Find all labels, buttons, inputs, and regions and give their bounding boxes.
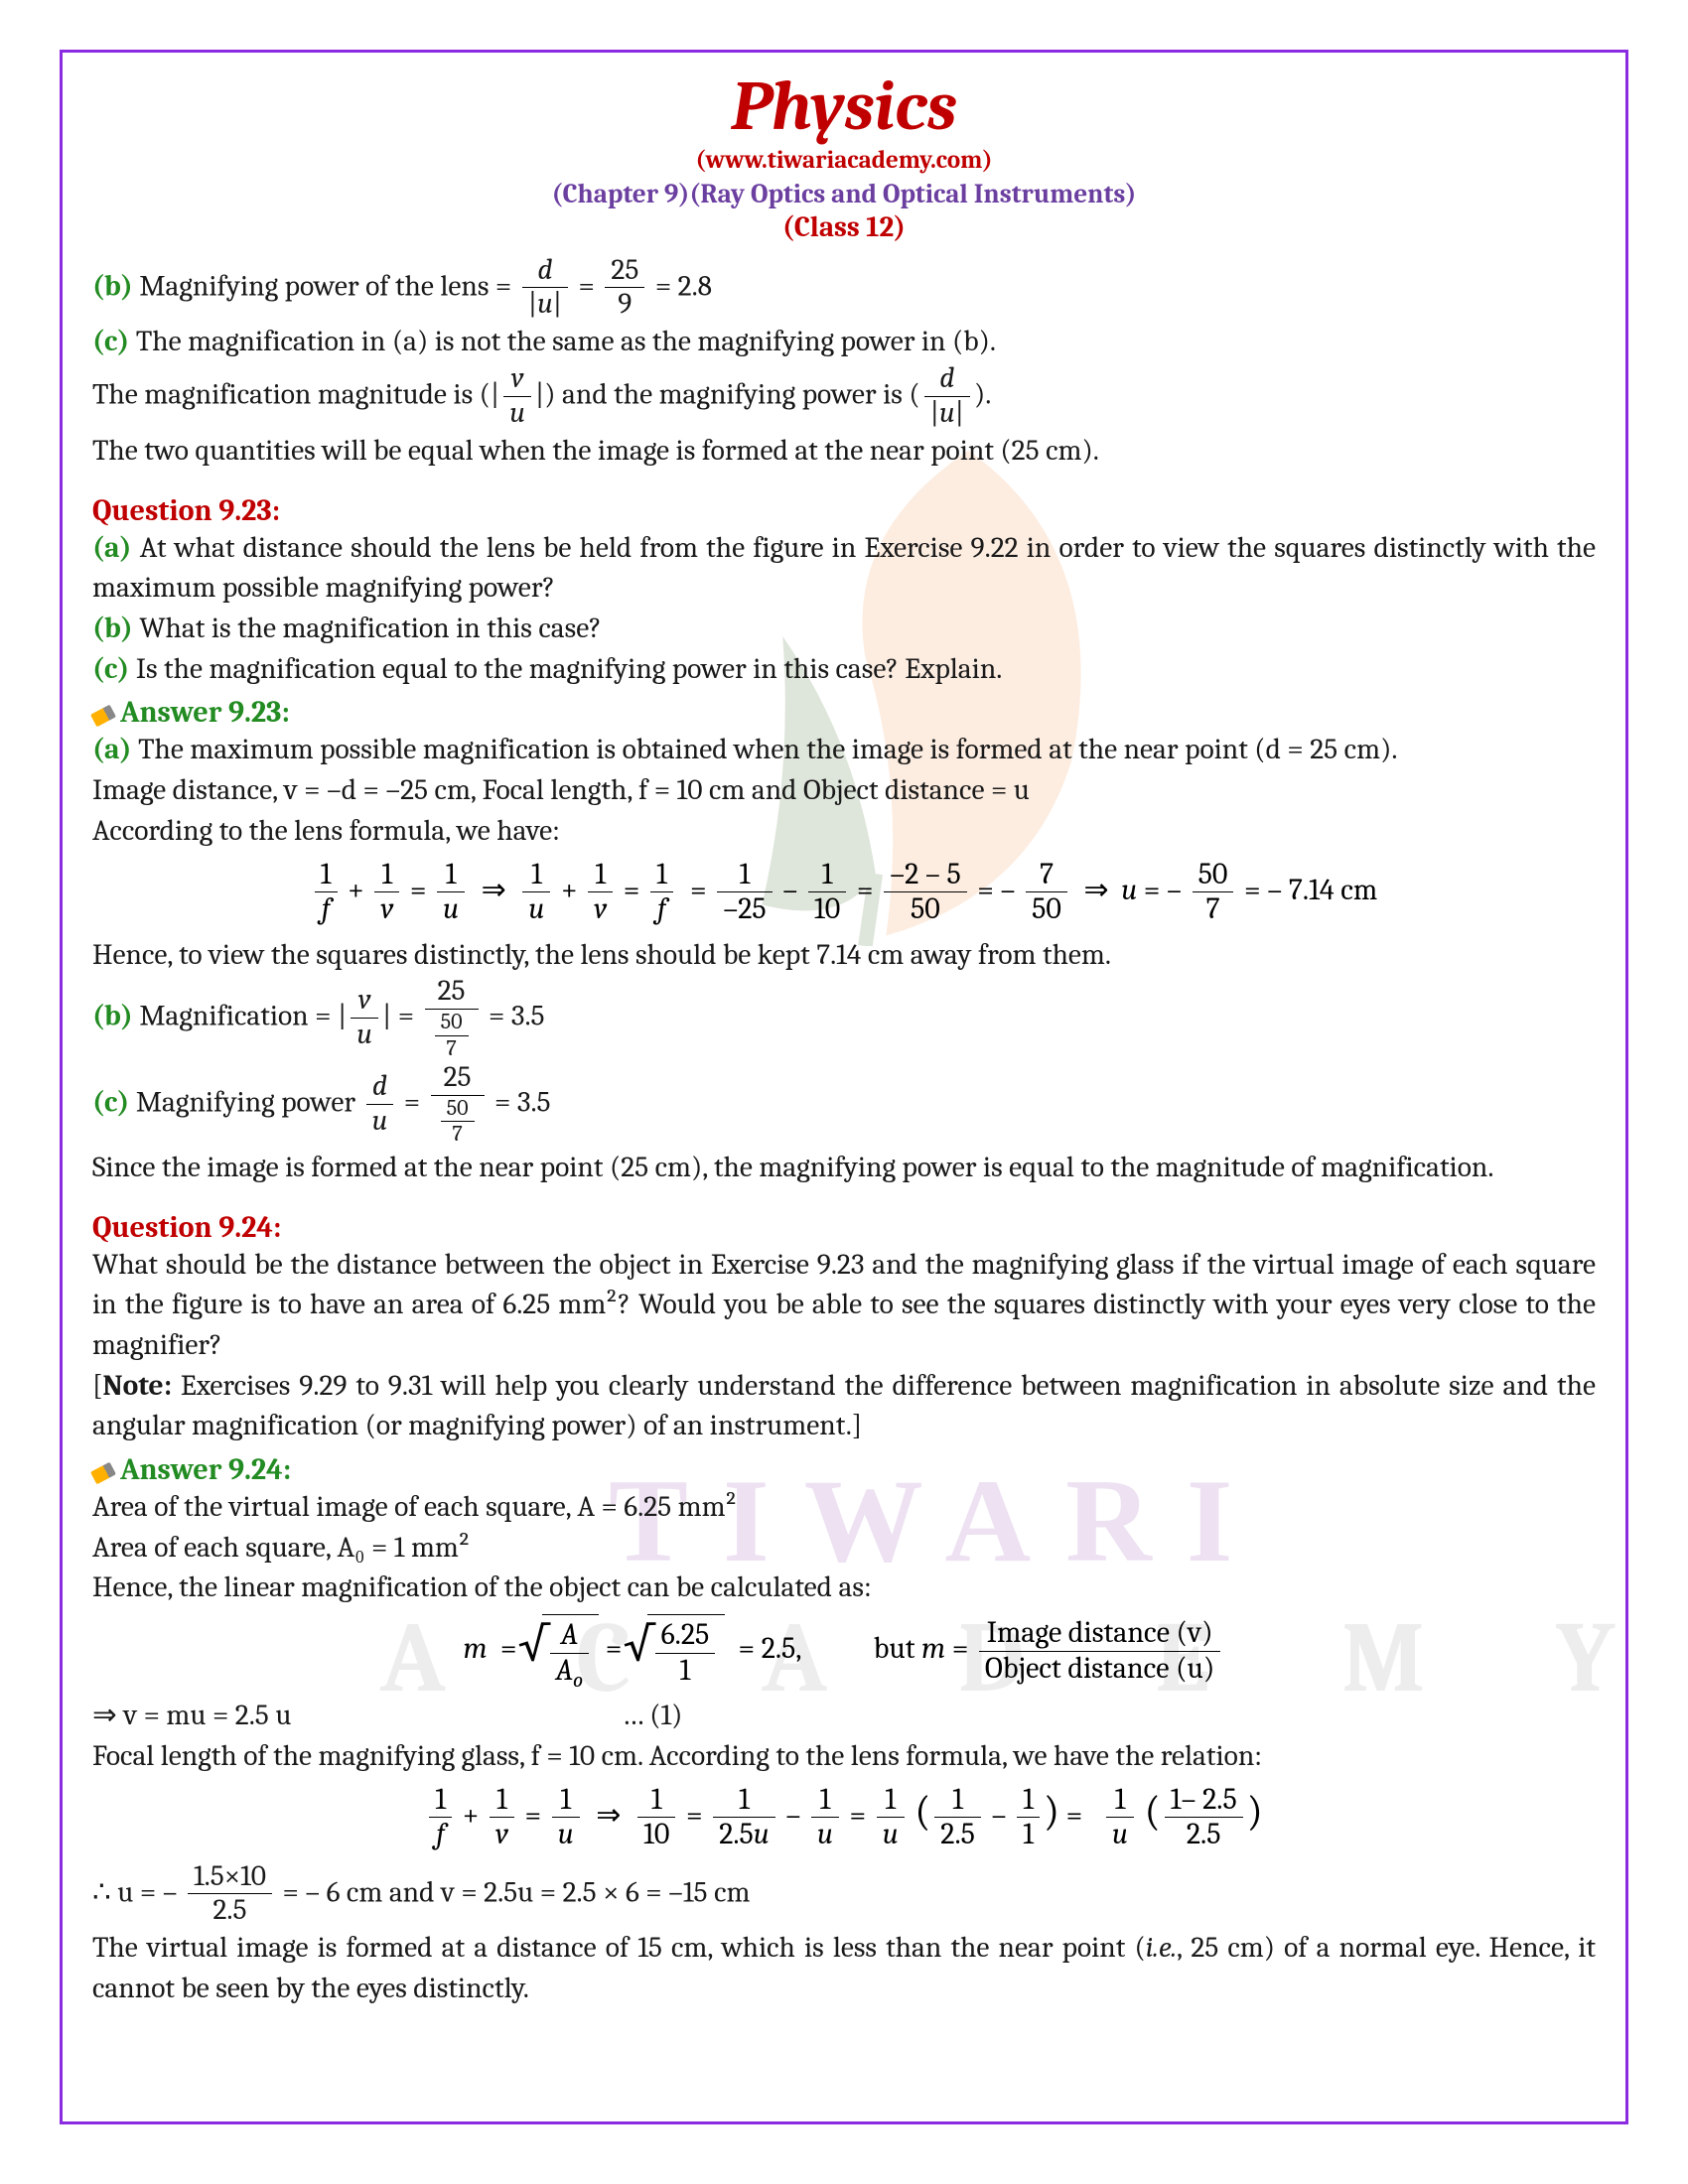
q924-note: [Note: Exercises 9.29 to 9.31 will help … xyxy=(92,1366,1596,1446)
a924-mformula: m = AAo = 6.251 = 2.5, but m = Image dis… xyxy=(92,1614,1596,1688)
q923-a: (a) At what distance should the lens be … xyxy=(92,528,1596,609)
a923-cline: (c) Magnifying power du = 25507 = 3.5 xyxy=(92,1061,1596,1148)
pencil-icon xyxy=(90,1462,116,1485)
a923-formula: 1f + 1v = 1u ⇒ 1u + 1v = 1f = 1–25 – 110… xyxy=(92,858,1596,927)
top-mag: The magnification magnitude is (|vu|) an… xyxy=(92,362,1596,431)
pencil-icon xyxy=(90,705,116,728)
top-b: (b) Magnifying power of the lens = d|u| … xyxy=(92,254,1596,323)
a924-heading: Answer 9.24: xyxy=(92,1452,1596,1487)
a924-therefore: ∴ u = – 1.5×102.5 = – 6 cm and v = 2.5u … xyxy=(92,1860,1596,1929)
page-title: Physics xyxy=(92,70,1596,144)
top-last: The two quantities will be equal when th… xyxy=(92,431,1596,472)
chapter-label: (Chapter 9)(Ray Optics and Optical Instr… xyxy=(92,179,1596,209)
class-label: (Class 12) xyxy=(92,211,1596,244)
q923-c: (c) Is the magnification equal to the ma… xyxy=(92,649,1596,690)
q923-b: (b) What is the magnification in this ca… xyxy=(92,609,1596,649)
top-c: (c) The magnification in (a) is not the … xyxy=(92,322,1596,362)
q923-heading: Question 9.23: xyxy=(92,493,1596,528)
a924-l3: Hence, the linear magnification of the o… xyxy=(92,1568,1596,1608)
a923-given2: According to the lens formula, we have: xyxy=(92,811,1596,852)
a924-concl: The virtual image is formed at a distanc… xyxy=(92,1928,1596,2008)
a924-l4: Focal length of the magnifying glass, f … xyxy=(92,1736,1596,1777)
a924-fformula: 1f + 1v = 1u ⇒ 110 = 12.5u – 1u = 1u (12… xyxy=(92,1783,1596,1852)
a923-heading: Answer 9.23: xyxy=(92,695,1596,730)
a923-bline: (b) Magnification = |vu| = 25507 = 3.5 xyxy=(92,975,1596,1061)
q924-heading: Question 9.24: xyxy=(92,1210,1596,1245)
a924-l2: Area of each square, A₀ = 1 mm² xyxy=(92,1528,1596,1569)
a923-a: (a) The maximum possible magnification i… xyxy=(92,730,1596,770)
a923-given1: Image distance, v = –d = –25 cm, Focal l… xyxy=(92,770,1596,811)
q924-q: What should be the distance between the … xyxy=(92,1245,1596,1366)
site-link: (www.tiwariacademy.com) xyxy=(92,146,1596,175)
a923-summary: Since the image is formed at the near po… xyxy=(92,1148,1596,1188)
a924-arrow: ⇒ v = mu = 2.5 u … (1) xyxy=(92,1696,1596,1736)
a924-l1: Area of the virtual image of each square… xyxy=(92,1487,1596,1528)
a923-line3: Hence, to view the squares distinctly, t… xyxy=(92,935,1596,976)
